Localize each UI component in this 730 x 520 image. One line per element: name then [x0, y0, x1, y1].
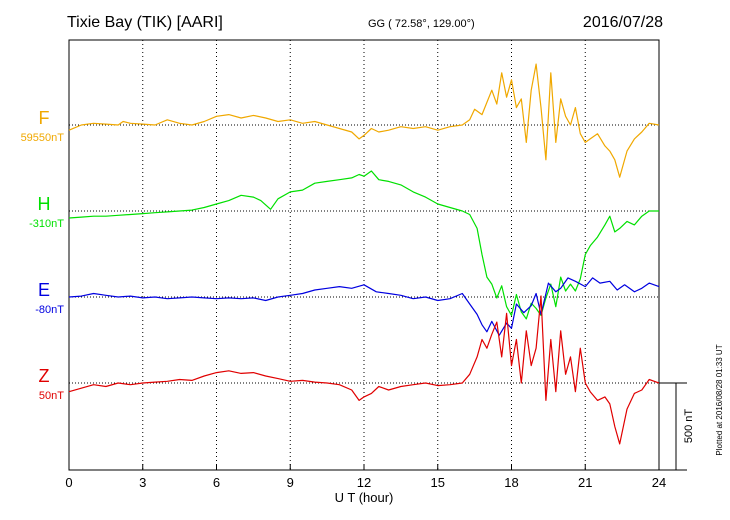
coordinates-label: GG ( 72.58°, 129.00°) — [368, 18, 475, 30]
x-tick-label: 24 — [652, 475, 666, 490]
x-tick-label: 0 — [65, 475, 72, 490]
scale-bar-label: 500 nT — [683, 409, 695, 444]
baseline-gridlines — [69, 124, 659, 384]
x-tick-label: 18 — [504, 475, 518, 490]
series-name-h: H — [38, 194, 51, 214]
series-name-z: Z — [39, 366, 50, 386]
series-labels: F 59550nT H -310nT E -80nT Z 50nT — [21, 108, 65, 402]
series-baseline-h: -310nT — [29, 218, 64, 230]
date-label: 2016/07/28 — [583, 14, 663, 31]
series-name-f: F — [39, 108, 50, 128]
x-axis: 0 3 6 9 12 15 18 21 24 — [65, 464, 666, 490]
x-tick-label: 12 — [357, 475, 371, 490]
vertical-gridlines — [142, 40, 586, 470]
series-name-e: E — [38, 280, 50, 300]
series-baseline-f: 59550nT — [21, 132, 65, 144]
series-baseline-z: 50nT — [39, 390, 64, 402]
station-title: Tixie Bay (TIK) [AARI] — [67, 14, 223, 31]
x-tick-label: 9 — [287, 475, 294, 490]
x-tick-label: 6 — [213, 475, 220, 490]
x-axis-title: U T (hour) — [335, 490, 394, 505]
series-line-e — [68, 277, 660, 336]
x-tick-label: 21 — [578, 475, 592, 490]
series-baseline-e: -80nT — [35, 304, 64, 316]
series-line-f — [68, 63, 660, 178]
series-line-z — [68, 295, 660, 445]
series-line-h — [68, 170, 659, 320]
x-tick-label: 15 — [431, 475, 445, 490]
plotted-timestamp: Plotted at 2016/08/28 01:33 UT — [715, 344, 724, 455]
series-layer — [68, 63, 660, 445]
x-tick-label: 3 — [139, 475, 146, 490]
scale-bar: 500 nT — [659, 382, 695, 471]
